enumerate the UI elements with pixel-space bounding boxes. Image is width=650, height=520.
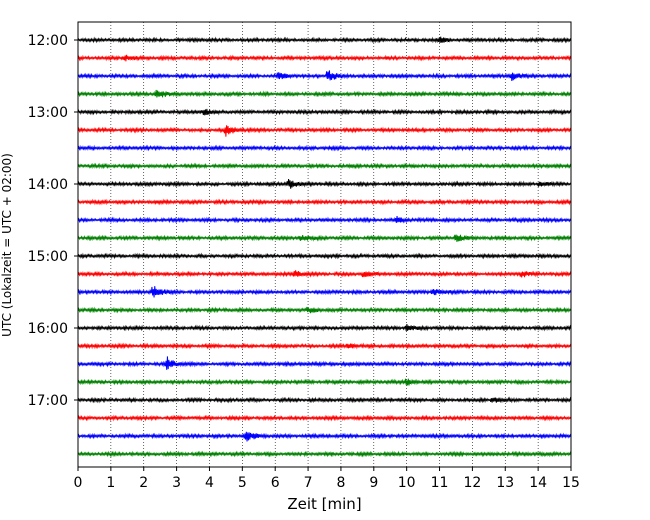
seismogram-trace — [77, 144, 572, 152]
seismogram-trace — [77, 89, 572, 98]
x-tick-label: 4 — [205, 475, 214, 491]
seismogram-trace — [77, 270, 572, 278]
x-tick-label: 3 — [172, 475, 181, 491]
x-axis-label: Zeit [min] — [287, 495, 361, 513]
seismogram-trace — [77, 215, 572, 224]
seismogram-trace — [77, 54, 572, 62]
x-tick-label: 2 — [139, 475, 148, 491]
y-tick-label: 13:00 — [28, 105, 68, 121]
seismogram-trace — [77, 414, 572, 422]
y-tick-label: 15:00 — [28, 249, 68, 265]
seismogram-trace — [77, 356, 572, 370]
seismogram-trace — [77, 234, 572, 242]
seismogram-trace — [77, 252, 572, 260]
y-tick-label: 16:00 — [28, 321, 68, 337]
x-tick-label: 8 — [336, 475, 345, 491]
x-tick-label: 9 — [369, 475, 378, 491]
seismogram-trace — [77, 450, 572, 458]
x-tick-label: 6 — [271, 475, 280, 491]
seismogram-trace — [77, 108, 572, 116]
y-axis-ticks: 12:00 13:00 14:00 15:00 16:00 17:00 — [28, 33, 78, 409]
seismogram-trace — [77, 36, 572, 44]
x-tick-label: 14 — [529, 475, 547, 491]
x-tick-label: 0 — [74, 475, 83, 491]
x-tick-label: 12 — [463, 475, 481, 491]
x-tick-label: 11 — [431, 475, 449, 491]
x-tick-label: 7 — [304, 475, 313, 491]
plot-frame — [77, 21, 572, 468]
x-tick-label: 5 — [238, 475, 247, 491]
seismogram-trace — [77, 324, 572, 332]
x-tick-label: 1 — [106, 475, 115, 491]
seismogram-trace — [77, 70, 572, 81]
x-grid-lines — [110, 22, 539, 467]
seismogram-trace — [77, 342, 572, 350]
x-tick-label: 10 — [398, 475, 416, 491]
seismogram-trace — [77, 198, 572, 206]
seismogram-trace — [77, 306, 572, 314]
seismogram-trace — [77, 125, 572, 137]
y-axis-label: UTC (Lokalzeit = UTC + 02:00) — [0, 153, 14, 337]
x-tick-label: 13 — [496, 475, 514, 491]
seismogram-trace — [77, 162, 572, 170]
y-tick-label: 17:00 — [28, 393, 68, 409]
seismogram-trace — [77, 286, 572, 298]
seismogram-trace — [77, 378, 572, 386]
x-tick-label: 15 — [562, 475, 580, 491]
seismogram-trace — [77, 396, 572, 404]
y-tick-label: 12:00 — [28, 33, 68, 49]
seismogram-trace — [77, 179, 572, 189]
x-axis-ticks: 0 1 2 3 4 5 6 7 8 9 10 11 12 13 14 15 — [74, 467, 580, 491]
y-tick-label: 14:00 — [28, 177, 68, 193]
seismogram-traces — [77, 36, 572, 458]
seismogram-trace — [77, 431, 572, 442]
